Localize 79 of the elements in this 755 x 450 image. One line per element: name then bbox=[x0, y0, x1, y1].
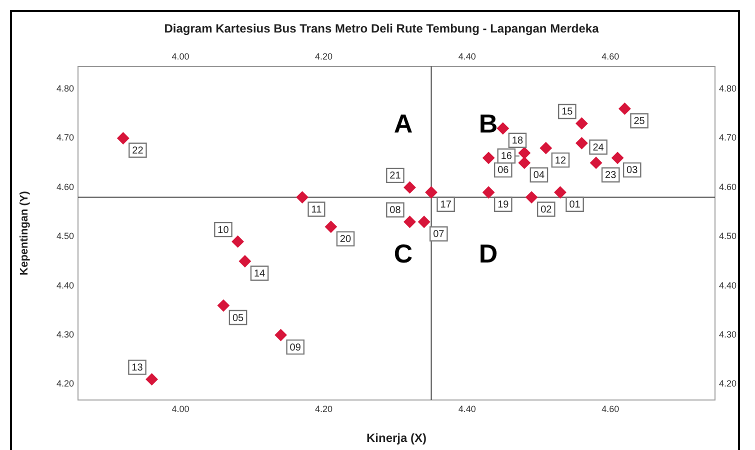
y-axis-title: Kepentingan (Y) bbox=[18, 190, 31, 276]
annotation: 23 bbox=[605, 170, 617, 182]
annotation: 17 bbox=[440, 200, 452, 211]
point bbox=[576, 117, 588, 130]
point bbox=[324, 220, 337, 233]
point bbox=[146, 373, 158, 386]
point bbox=[526, 191, 538, 204]
point bbox=[217, 300, 230, 312]
annotation: 22 bbox=[132, 145, 144, 156]
y-tick-label: 4.50 bbox=[56, 231, 74, 242]
point bbox=[612, 152, 624, 164]
point bbox=[496, 122, 509, 134]
point bbox=[518, 156, 530, 169]
annotation: 20 bbox=[340, 234, 352, 246]
point bbox=[274, 329, 287, 342]
y-tick-label: 4.20 bbox=[56, 378, 74, 389]
point bbox=[482, 152, 495, 164]
annotation: B bbox=[478, 108, 498, 138]
x2-tick-label: 4.00 bbox=[172, 404, 190, 414]
point bbox=[404, 216, 416, 228]
y-tick-label: 4.60 bbox=[56, 182, 74, 192]
x2-tick-label: 4.20 bbox=[315, 404, 333, 414]
y-tick-label: 4.30 bbox=[56, 330, 74, 340]
annotation: 06 bbox=[498, 165, 510, 176]
y2-tick-label: 4.50 bbox=[719, 231, 737, 242]
x2-tick-label: 4.60 bbox=[602, 404, 620, 414]
annotation: 15 bbox=[562, 106, 574, 118]
point bbox=[117, 132, 130, 144]
annotation: 25 bbox=[634, 116, 646, 127]
point bbox=[554, 186, 566, 198]
point bbox=[590, 156, 602, 169]
annotation: 08 bbox=[390, 205, 402, 216]
point bbox=[238, 255, 251, 268]
annotation: 16 bbox=[500, 151, 512, 162]
y2-tick-label: 4.20 bbox=[719, 378, 737, 389]
point bbox=[425, 186, 438, 198]
y2-tick-label: 4.60 bbox=[719, 182, 737, 192]
annotation: D bbox=[478, 238, 498, 268]
y2-tick-label: 4.40 bbox=[719, 280, 737, 290]
point bbox=[576, 137, 588, 150]
annotation: 10 bbox=[218, 224, 230, 236]
annotation: 03 bbox=[626, 165, 638, 176]
x2-tick-label: 4.40 bbox=[458, 404, 476, 414]
point bbox=[618, 102, 631, 115]
annotation: 11 bbox=[311, 204, 322, 216]
y2-tick-label: 4.70 bbox=[719, 132, 737, 143]
point bbox=[404, 181, 416, 194]
x-tick-label: 4.60 bbox=[602, 51, 620, 62]
annotation: 14 bbox=[254, 268, 266, 280]
annotation: 07 bbox=[433, 229, 445, 240]
annotation: 02 bbox=[540, 204, 552, 216]
y-tick-label: 4.70 bbox=[56, 132, 74, 143]
annotation: A bbox=[394, 108, 413, 138]
annotation: 21 bbox=[390, 170, 402, 182]
point bbox=[482, 186, 495, 198]
annotation: 09 bbox=[290, 342, 302, 354]
y2-tick-label: 4.30 bbox=[719, 330, 737, 340]
point bbox=[232, 236, 244, 248]
point bbox=[518, 147, 530, 159]
annotation: C bbox=[394, 238, 413, 268]
x-tick-label: 4.40 bbox=[458, 51, 476, 62]
y-tick-label: 4.80 bbox=[56, 84, 74, 94]
y-tick-label: 4.40 bbox=[56, 280, 74, 290]
annotation: 18 bbox=[512, 136, 524, 147]
chart-title: Diagram Kartesius Bus Trans Metro Deli Rute Tembung - Lapangan Merdeka bbox=[164, 22, 600, 36]
point bbox=[540, 142, 552, 154]
annotation: 05 bbox=[232, 312, 244, 324]
x-tick-label: 4.00 bbox=[172, 51, 190, 62]
point bbox=[296, 191, 308, 204]
annotation: 24 bbox=[592, 142, 604, 154]
x-tick-label: 4.20 bbox=[315, 51, 333, 62]
annotation: 01 bbox=[569, 200, 581, 211]
point bbox=[418, 216, 430, 228]
y2-tick-label: 4.80 bbox=[719, 84, 737, 94]
annotation: 04 bbox=[533, 170, 545, 182]
annotation: 19 bbox=[498, 200, 510, 211]
annotation: 13 bbox=[132, 362, 144, 374]
x-axis-title: Kinerja (X) bbox=[366, 431, 427, 446]
annotation: 12 bbox=[554, 155, 566, 166]
